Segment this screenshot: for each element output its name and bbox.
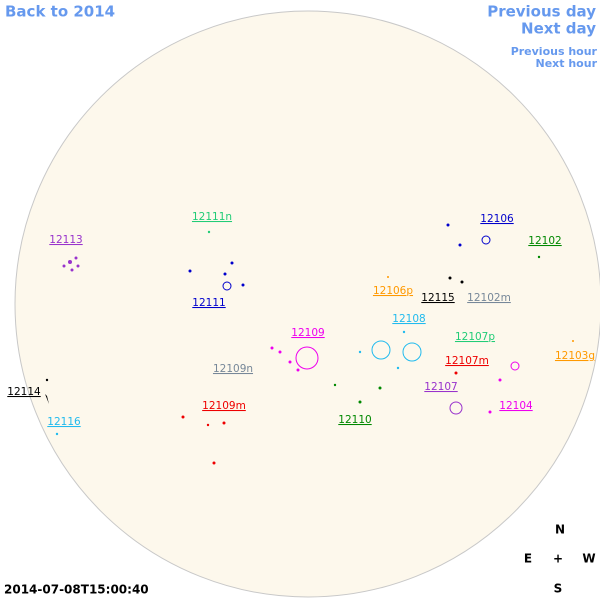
sunspots	[45, 223, 574, 465]
region-label[interactable]: 12114	[7, 386, 41, 398]
compass-east: E	[524, 552, 532, 566]
timestamp: 2014-07-08T15:00:40	[4, 583, 149, 597]
region-label[interactable]: 12106p	[373, 285, 413, 297]
compass-west: W	[582, 552, 595, 566]
region-label[interactable]: 12106	[480, 213, 514, 225]
region-label[interactable]: 12113	[49, 234, 82, 246]
region-label[interactable]: 12110	[338, 414, 371, 426]
compass-north: N	[555, 523, 565, 537]
region-label[interactable]: 12107p	[455, 331, 495, 343]
region-label[interactable]: 12108	[392, 313, 425, 325]
region-label[interactable]: 12109n	[213, 363, 253, 375]
region-label[interactable]: 12109	[291, 327, 324, 339]
region-label[interactable]: 12115	[421, 292, 454, 304]
back-link[interactable]: Back to 2014	[5, 3, 115, 21]
previous-day-link[interactable]: Previous day	[487, 3, 596, 21]
region-label[interactable]: 12104	[499, 400, 533, 412]
region-label[interactable]: 12111n	[192, 211, 232, 223]
previous-hour-link[interactable]: Previous hour	[511, 45, 598, 58]
region-label[interactable]: 12103g	[555, 350, 595, 362]
region-label[interactable]: 12111	[192, 297, 225, 309]
compass-center: +	[553, 552, 563, 566]
compass-south: S	[554, 582, 563, 596]
solar-disk	[14, 10, 600, 598]
region-label[interactable]: 12107	[424, 381, 457, 393]
next-hour-link[interactable]: Next hour	[536, 57, 598, 70]
region-label[interactable]: 12102m	[467, 292, 511, 304]
region-label[interactable]: 12102	[528, 235, 561, 247]
region-label[interactable]: 12116	[47, 416, 81, 428]
next-day-link[interactable]: Next day	[521, 20, 596, 38]
region-label[interactable]: 12107m	[445, 355, 489, 367]
region-label[interactable]: 12109m	[202, 400, 246, 412]
